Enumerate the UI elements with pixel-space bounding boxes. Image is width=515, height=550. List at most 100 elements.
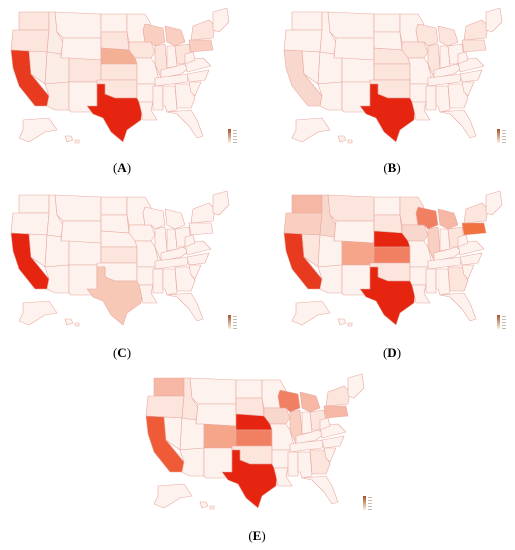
- state-wa: [18, 11, 50, 31]
- state-co: [341, 240, 375, 266]
- state-ak: [291, 300, 331, 326]
- map-panel-a: [5, 2, 237, 147]
- legend-tick: [233, 316, 237, 317]
- state-ga: [309, 449, 331, 475]
- state-al: [435, 85, 451, 113]
- state-or: [10, 29, 50, 53]
- state-sc: [188, 264, 202, 280]
- state-co: [203, 423, 237, 449]
- state-pa: [188, 39, 214, 53]
- state-ne-us: [485, 7, 503, 33]
- state-ak: [18, 117, 58, 143]
- state-wa: [153, 377, 185, 397]
- legend-tick: [368, 497, 372, 498]
- legend-color-bar: [497, 129, 500, 143]
- state-sc: [188, 81, 202, 97]
- state-ks: [100, 246, 138, 264]
- state-wy: [195, 403, 237, 427]
- legend-tick: [502, 322, 506, 323]
- legend-a: [228, 129, 237, 143]
- state-ak: [153, 483, 193, 509]
- map-panel-d: [278, 185, 510, 330]
- state-ms: [425, 85, 437, 111]
- state-or: [283, 212, 323, 236]
- legend-c: [228, 315, 237, 329]
- state-co: [341, 57, 375, 83]
- legend-tick: [233, 130, 237, 131]
- state-nc: [186, 252, 210, 266]
- state-mi: [437, 25, 459, 47]
- state-sd: [373, 214, 403, 234]
- us-choropleth-map-c: [10, 190, 230, 327]
- state-pa: [188, 222, 214, 236]
- state-ar: [409, 83, 429, 103]
- state-hi: [337, 318, 353, 327]
- state-wa: [291, 194, 323, 214]
- us-choropleth-map-e: [145, 373, 365, 510]
- state-co: [68, 57, 102, 83]
- legend-color-bar: [228, 315, 231, 329]
- state-wa: [18, 194, 50, 214]
- legend-tick: [233, 322, 237, 323]
- state-al: [435, 268, 451, 296]
- state-co: [68, 240, 102, 266]
- state-pa: [323, 405, 349, 419]
- state-nc: [186, 69, 210, 83]
- state-wa: [291, 11, 323, 31]
- state-ms: [425, 268, 437, 294]
- state-nm: [68, 81, 98, 113]
- state-ms: [152, 268, 164, 294]
- state-ks: [235, 429, 273, 447]
- state-or: [10, 212, 50, 236]
- state-tx: [86, 266, 144, 326]
- state-hi: [199, 501, 215, 510]
- state-mi: [299, 391, 321, 413]
- state-nc: [459, 69, 483, 83]
- state-wy: [333, 37, 375, 61]
- state-mi: [164, 25, 186, 47]
- us-choropleth-map-b: [283, 7, 503, 144]
- legend-tick: [233, 328, 237, 329]
- legend-tick: [502, 139, 506, 140]
- state-fl: [439, 292, 477, 322]
- legend-color-bar: [228, 129, 231, 143]
- legend-tick: [502, 133, 506, 134]
- legend-tick: [233, 142, 237, 143]
- state-ga: [447, 83, 469, 109]
- caption-c: (C): [112, 345, 132, 360]
- state-ks: [373, 246, 411, 264]
- caption-e: (E): [248, 528, 266, 543]
- state-ks: [373, 63, 411, 81]
- legend-tick: [502, 130, 506, 131]
- legend-tick: [502, 316, 506, 317]
- state-ga: [174, 266, 196, 292]
- state-ny: [463, 19, 489, 41]
- state-nm: [341, 264, 371, 296]
- state-hi: [64, 318, 80, 327]
- state-sc: [323, 447, 337, 463]
- us-choropleth-map-d: [283, 190, 503, 327]
- state-ne-us: [212, 7, 230, 33]
- state-nd: [373, 13, 401, 33]
- state-pa: [461, 39, 487, 53]
- state-ne-us: [212, 190, 230, 216]
- caption-d: (D): [382, 345, 402, 360]
- state-ar: [271, 449, 291, 469]
- legend-tick: [233, 133, 237, 134]
- state-tn: [154, 73, 190, 87]
- state-ms: [287, 451, 299, 477]
- state-ms: [152, 85, 164, 111]
- legend-tick: [502, 319, 506, 320]
- state-wv: [457, 51, 469, 65]
- state-sd: [100, 214, 130, 234]
- state-nd: [100, 196, 128, 216]
- state-wi: [277, 389, 301, 413]
- us-choropleth-map-a: [10, 7, 230, 144]
- state-fl: [439, 109, 477, 139]
- state-ia: [401, 41, 429, 59]
- state-tn: [427, 73, 463, 87]
- state-hi: [64, 135, 80, 144]
- state-sd: [100, 31, 130, 51]
- state-wv: [319, 417, 331, 431]
- state-ny: [463, 202, 489, 224]
